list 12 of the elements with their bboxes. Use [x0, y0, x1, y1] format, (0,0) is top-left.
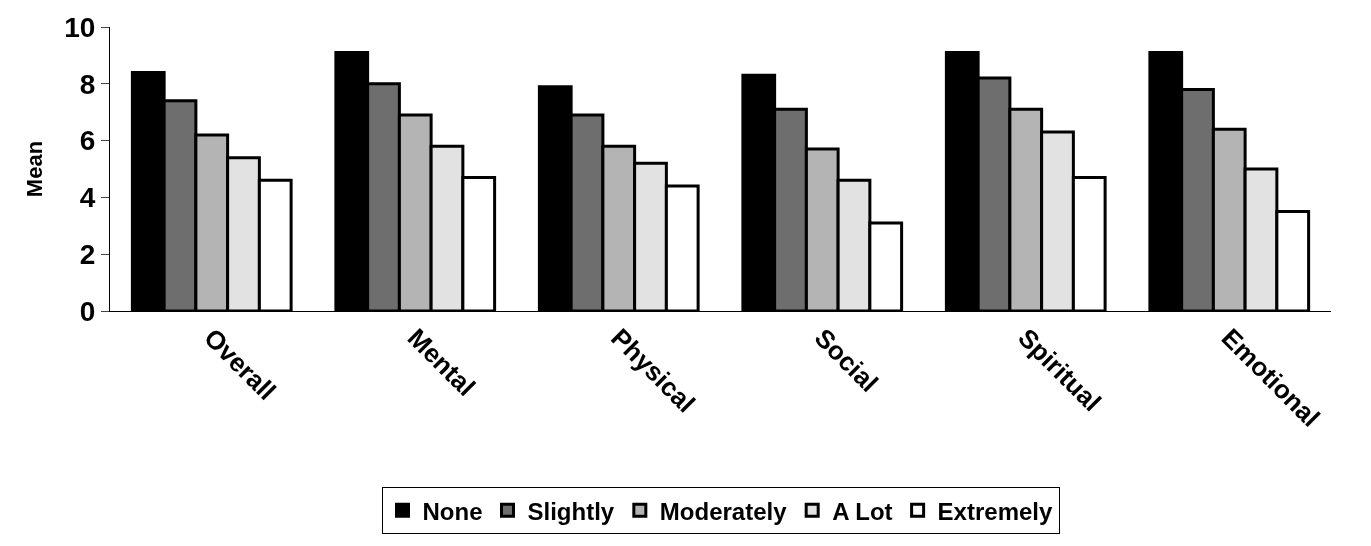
- legend-label: Moderately: [659, 497, 788, 525]
- y-tick-label: 8: [79, 68, 96, 100]
- legend-label: None: [422, 497, 483, 525]
- legend-label: Extremely: [937, 497, 1053, 525]
- legend-label: A Lot: [832, 497, 893, 525]
- y-tick-label: 0: [79, 295, 96, 327]
- legend-label: Slightly: [527, 497, 615, 525]
- y-tick-label: 4: [79, 182, 96, 214]
- y-tick-label: 10: [64, 11, 96, 43]
- y-tick-label: 2: [79, 239, 96, 270]
- y-tick-label: 6: [79, 125, 96, 157]
- y-axis-title: Mean: [22, 140, 48, 198]
